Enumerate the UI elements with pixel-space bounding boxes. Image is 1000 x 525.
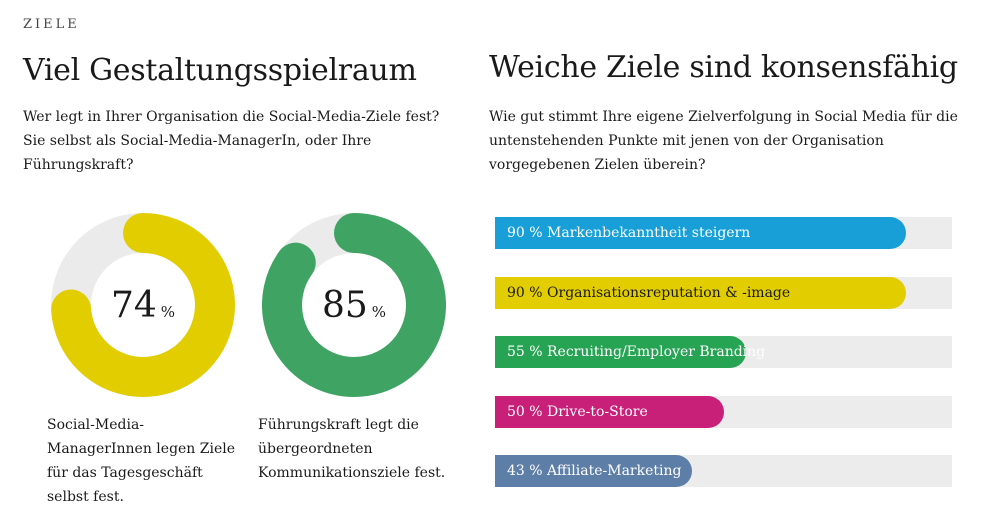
donut-caption-managers: Social-Media-ManagerInnen legen Ziele fü… — [47, 417, 236, 505]
donut-svg-leadership — [262, 213, 446, 397]
bar-drive-to-store — [495, 396, 724, 428]
donut-value: 74 — [110, 285, 157, 326]
donut-svg-managers — [51, 213, 235, 397]
donut-arc — [51, 213, 235, 397]
donut-unit: % — [160, 303, 176, 321]
bar-affiliate-marketing — [495, 455, 692, 487]
left-subtitle: Wer legt in Ihrer Organisation die Socia… — [23, 109, 440, 173]
bar-label: 43 % Affiliate-Marketing — [507, 463, 682, 479]
bar-track: 50 % Drive-to-Store — [495, 396, 952, 428]
bar-track: 55 % Recruiting/Employer Branding — [495, 336, 952, 368]
right-subtitle: Wie gut stimmt Ihre eigene Zielverfolgun… — [489, 109, 958, 173]
donut-unit: % — [371, 303, 387, 321]
donut-caption-leadership: Führungskraft legt die über­geordneten K… — [258, 417, 446, 481]
left-title: Viel Gestaltungsspielraum — [23, 53, 417, 88]
bar-markenbekanntheit — [495, 217, 907, 249]
bar-recruiting — [495, 336, 747, 368]
bar-track: 43 % Affiliate-Marketing — [495, 455, 952, 487]
bar-track: 90 % Organisationsreputation & -image — [495, 277, 952, 309]
bar-track: 90 % Markenbekanntheit steigern — [495, 217, 952, 249]
bar-label: 90 % Markenbekanntheit steigern — [507, 225, 751, 241]
bar-label: 55 % Recruiting/Employer Branding — [507, 344, 766, 360]
donut-arc — [262, 213, 446, 397]
bar-organisationsreputation — [495, 277, 907, 309]
eyebrow: ZIELE — [23, 17, 80, 32]
donut-chart-leadership: 85% — [262, 213, 446, 397]
donut-chart-managers: 74% — [51, 213, 235, 397]
bar-label: 50 % Drive-to-Store — [507, 404, 648, 420]
donut-value: 85 — [321, 285, 368, 326]
bar-label: 90 % Organisationsreputation & -image — [507, 285, 791, 301]
right-title: Weiche Ziele sind konsensfähig — [489, 50, 958, 85]
